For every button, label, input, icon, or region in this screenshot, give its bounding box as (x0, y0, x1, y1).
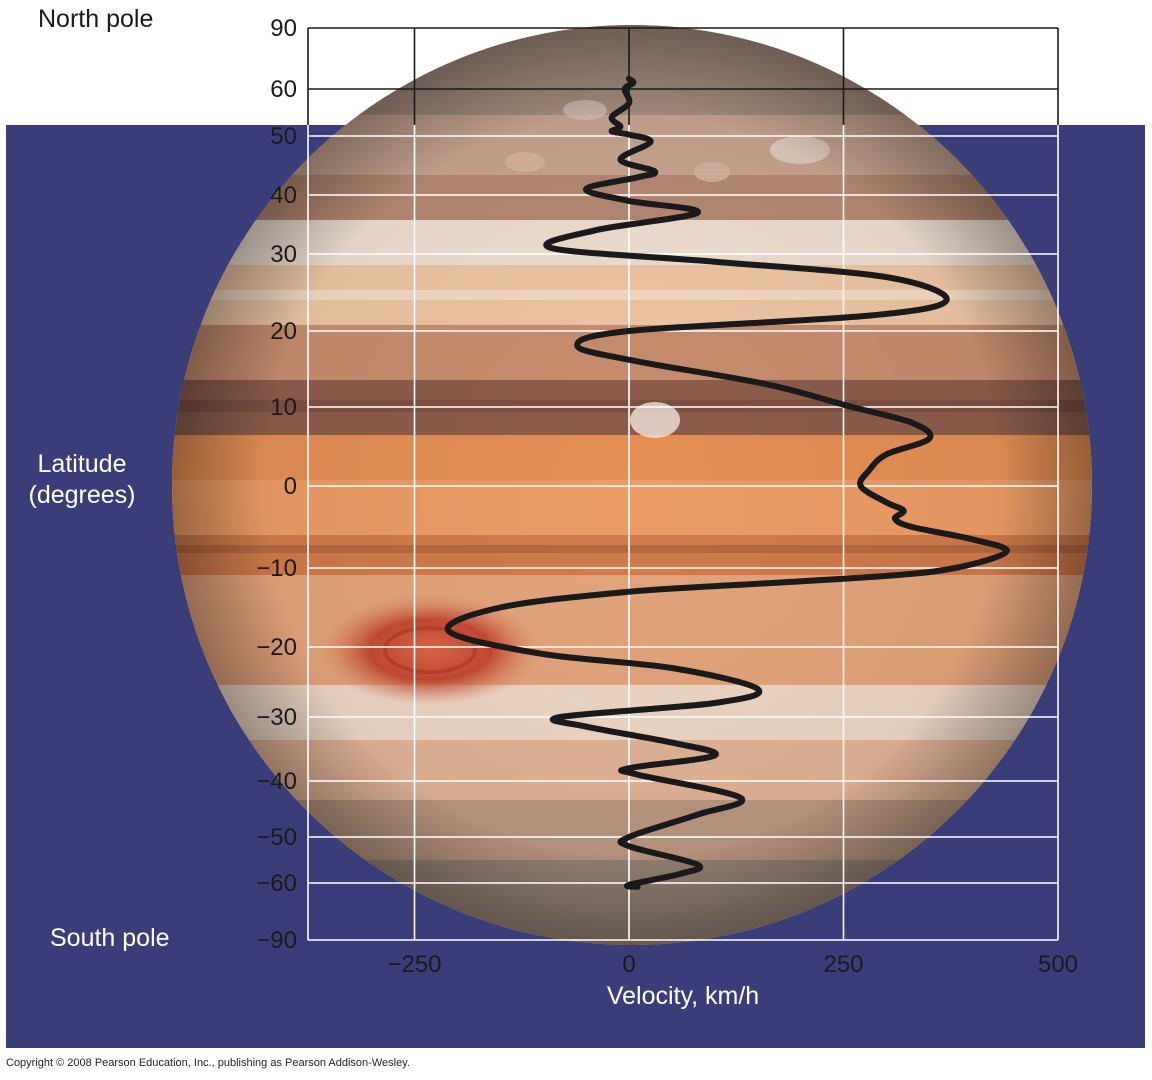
x-tick-label: 500 (1038, 951, 1078, 978)
tick-labels: 90 60 50 40 30 20 10 0 −10 −20 −30 −40 −50 −60 −90 −250… (256, 15, 1078, 978)
latitude-label: Latitude (38, 450, 127, 478)
y-tick-label: −10 (256, 555, 297, 582)
y-tick-label: 50 (270, 123, 297, 150)
y-tick-label: −60 (256, 870, 297, 897)
y-tick-label: 90 (270, 15, 297, 42)
y-tick-label: −30 (256, 704, 297, 731)
x-tick-label: −250 (387, 951, 441, 978)
x-tick-label: 250 (823, 951, 863, 978)
latitude-units-label: (degrees) (29, 481, 136, 509)
wind-velocity-curve (444, 75, 1010, 890)
north-pole-label: North pole (38, 5, 153, 33)
chart-grid (307, 27, 1059, 941)
y-tick-label: 10 (270, 394, 297, 421)
y-tick-label: −40 (256, 768, 297, 795)
series-layer (444, 75, 1010, 890)
x-axis-label: Velocity, km/h (607, 982, 759, 1010)
south-pole-label: South pole (50, 924, 170, 952)
y-tick-label: −90 (256, 927, 297, 954)
y-tick-label: 0 (284, 473, 297, 500)
y-tick-label: 60 (270, 76, 297, 103)
y-tick-label: 20 (270, 318, 297, 345)
y-tick-label: −50 (256, 824, 297, 851)
copyright-text: Copyright © 2008 Pearson Education, Inc.… (6, 1057, 410, 1069)
y-tick-label: 40 (270, 182, 297, 209)
x-tick-label: 0 (622, 951, 635, 978)
y-tick-label: −20 (256, 634, 297, 661)
y-tick-label: 30 (270, 241, 297, 268)
